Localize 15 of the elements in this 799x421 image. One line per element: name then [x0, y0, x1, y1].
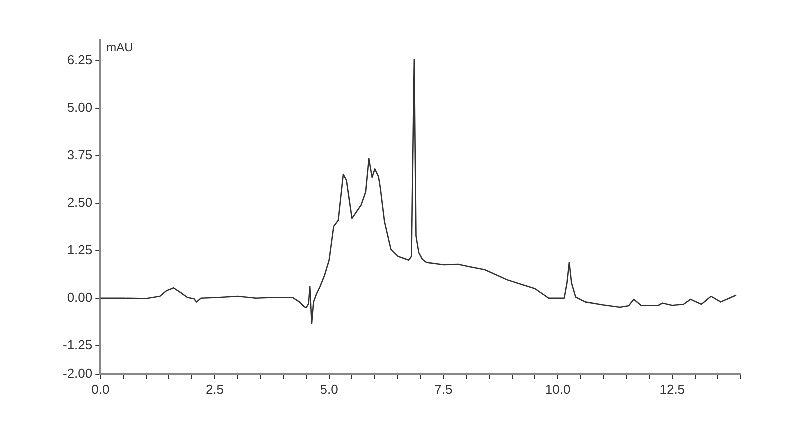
- x-tick-label: 7.5: [434, 382, 453, 397]
- y-tick-label: 3.75: [67, 147, 93, 162]
- y-tick-label: 0.00: [67, 290, 93, 305]
- y-tick-label: -2.00: [62, 366, 93, 381]
- y-tick-label: 2.50: [67, 194, 93, 210]
- x-tick-label: 10.0: [545, 382, 571, 397]
- y-tick-label: -1.25: [62, 337, 93, 352]
- x-tick-label: 12.5: [660, 382, 686, 397]
- x-tick-label: 0.0: [92, 382, 110, 397]
- x-tick-label: 5.0: [320, 382, 338, 397]
- y-axis-title: mAU: [106, 40, 134, 54]
- x-tick-label: 2.5: [206, 382, 224, 397]
- y-tick-label: 1.25: [67, 242, 93, 258]
- y-tick-label: 5.00: [67, 100, 93, 115]
- y-tick-label: 6.25: [67, 52, 93, 68]
